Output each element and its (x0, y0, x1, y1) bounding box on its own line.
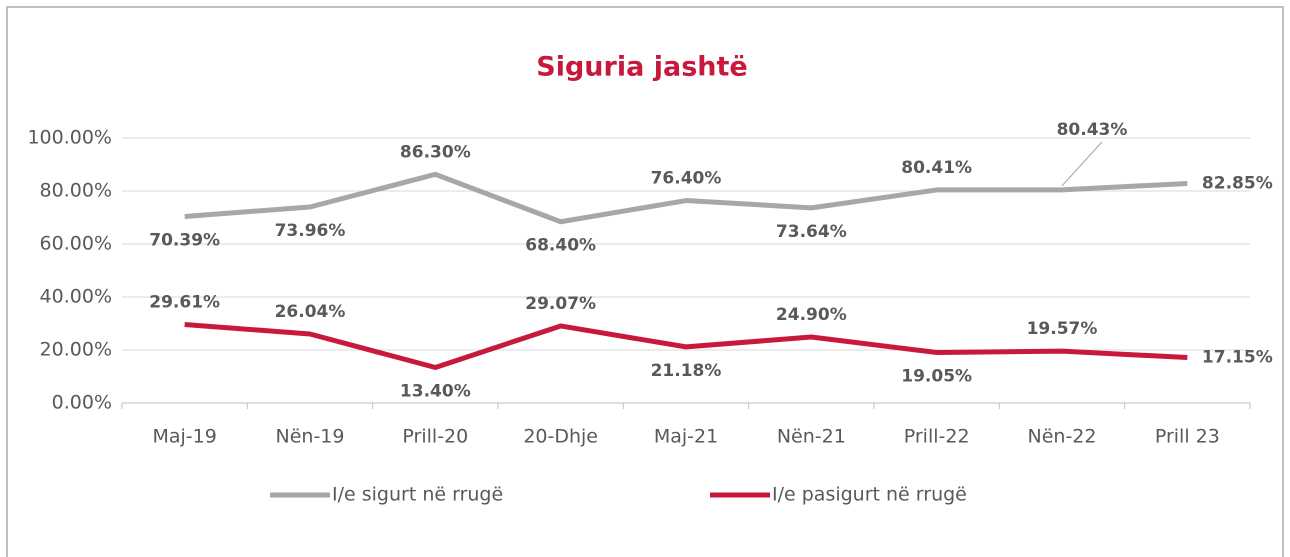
x-tick-label: Maj-19 (152, 426, 216, 448)
data-label: 21.18% (651, 361, 722, 381)
x-tick-label: 20-Dhje (523, 426, 598, 448)
x-tick-label: Prill 23 (1155, 426, 1220, 448)
series-line (184, 171, 1188, 225)
y-tick-label: 40.00% (40, 286, 112, 308)
legend-label: I/e sigurt në rrugë (332, 484, 503, 506)
data-label: 82.85% (1202, 173, 1273, 193)
data-label: 73.96% (275, 221, 346, 241)
series-line (184, 322, 1188, 370)
chart-title: Siguria jashtë (536, 52, 747, 83)
data-label: 19.57% (1027, 319, 1098, 339)
y-tick-label: 60.00% (40, 233, 112, 255)
y-tick-label: 80.00% (40, 180, 112, 202)
data-label: 13.40% (400, 381, 471, 401)
data-label: 80.41% (901, 158, 972, 178)
data-label: 29.07% (525, 294, 596, 314)
data-label: 68.40% (525, 236, 596, 256)
data-label: 76.40% (651, 169, 722, 189)
y-tick-label: 20.00% (40, 339, 112, 361)
frame (6, 6, 1284, 557)
leader-line (1061, 141, 1103, 187)
x-tick-label: Nën-19 (276, 426, 345, 448)
data-label: 19.05% (901, 367, 972, 387)
data-label: 29.61% (149, 293, 220, 313)
x-tick-label: Nën-22 (1028, 426, 1097, 448)
x-tick-label: Maj-21 (654, 426, 718, 448)
y-tick-label: 0.00% (52, 392, 112, 414)
data-label: 26.04% (275, 302, 346, 322)
data-label: 70.39% (149, 230, 220, 250)
x-tick-label: Prill-22 (904, 426, 970, 448)
data-label: 73.64% (776, 222, 847, 242)
legend-label: I/e pasigurt në rrugë (772, 484, 967, 506)
data-label: 86.30% (400, 142, 471, 162)
data-label: 24.90% (776, 305, 847, 325)
x-tick-label: Prill-20 (402, 426, 468, 448)
data-label: 80.43% (1057, 120, 1128, 140)
y-tick-label: 100.00% (27, 127, 112, 149)
x-tick-label: Nën-21 (777, 426, 846, 448)
data-label: 17.15% (1202, 348, 1273, 368)
